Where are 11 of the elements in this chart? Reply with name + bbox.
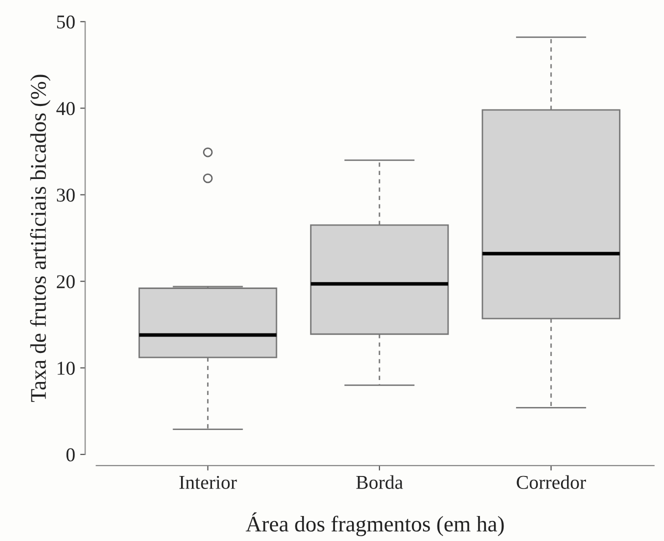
y-tick-label: 10: [58, 362, 75, 375]
x-tick-label: Interior: [179, 476, 237, 489]
y-tick-label: 20: [56, 275, 75, 288]
y-tick-label: 40: [56, 102, 75, 116]
y-tick-label: 0: [66, 448, 75, 462]
y-axis-title: Taxa de frutos artificiais bicados (%): [30, 74, 50, 402]
y-tick-label: 50: [57, 15, 75, 29]
y-tick-label: 30: [56, 188, 75, 202]
x-tick-label: Borda: [356, 475, 403, 489]
x-axis-title: Área dos fragmentos (em ha): [246, 512, 504, 536]
x-tick-label: Corredor: [516, 475, 586, 489]
